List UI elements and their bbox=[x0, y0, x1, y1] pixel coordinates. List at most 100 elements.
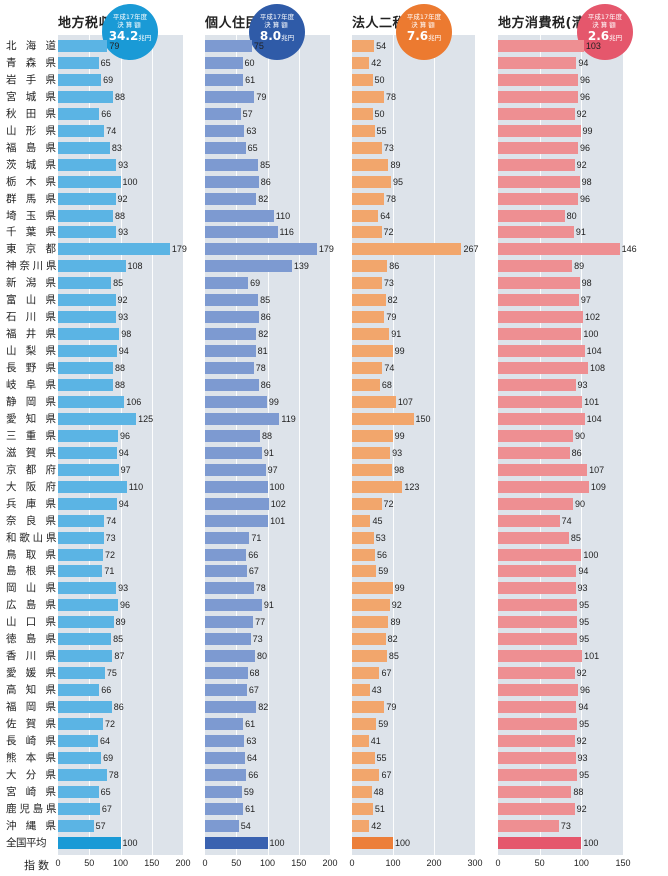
bar-value-label: 82 bbox=[258, 193, 269, 204]
bar-value-label: 63 bbox=[246, 125, 257, 136]
bar bbox=[58, 328, 120, 341]
bar bbox=[498, 226, 574, 239]
bar bbox=[205, 531, 250, 544]
bar-value-label: 79 bbox=[109, 41, 120, 51]
axis-tick-label: 100 bbox=[112, 858, 129, 868]
bar bbox=[58, 514, 105, 527]
bar bbox=[498, 328, 582, 341]
bar-value-label: 119 bbox=[281, 413, 296, 424]
badge-amount-value: 7.6 bbox=[406, 29, 429, 43]
bar-value-label: 93 bbox=[118, 583, 129, 594]
bar bbox=[58, 599, 118, 612]
bar-value-label: 139 bbox=[293, 261, 309, 272]
axis-tick-label: 100 bbox=[573, 858, 589, 868]
bar-value-label: 123 bbox=[404, 481, 420, 492]
axis-tick-label: 100 bbox=[259, 858, 276, 868]
bar bbox=[58, 90, 113, 103]
bar-value-label: 97 bbox=[580, 295, 591, 306]
bar bbox=[498, 446, 570, 459]
category-label: 岐阜県 bbox=[6, 379, 56, 391]
bar bbox=[205, 395, 267, 408]
axis-tick-label: 150 bbox=[144, 858, 160, 868]
bar bbox=[205, 650, 255, 663]
bar-value-label: 101 bbox=[270, 515, 286, 526]
bar bbox=[352, 243, 462, 256]
bar-value-label: 100 bbox=[269, 481, 285, 492]
bar-value-label: 72 bbox=[383, 227, 394, 238]
bar-value-label: 82 bbox=[258, 329, 269, 340]
bar bbox=[352, 582, 393, 595]
bar bbox=[205, 311, 259, 324]
bar-value-label: 71 bbox=[104, 566, 115, 577]
category-label: 広島県 bbox=[6, 599, 56, 612]
bar-value-label: 67 bbox=[381, 668, 392, 679]
bar bbox=[205, 141, 246, 154]
bar-value-label: 63 bbox=[246, 735, 257, 746]
bar bbox=[498, 582, 576, 595]
bar bbox=[205, 718, 244, 730]
bar-value-label: 90 bbox=[575, 430, 586, 441]
bar-value-label: 94 bbox=[118, 447, 129, 458]
bar bbox=[352, 463, 393, 476]
bar-value-label: 78 bbox=[385, 193, 396, 204]
bar-value-label: 92 bbox=[576, 159, 587, 170]
bar bbox=[352, 345, 393, 358]
bar bbox=[205, 412, 280, 425]
bar bbox=[498, 345, 585, 358]
bar-value-label: 43 bbox=[371, 685, 382, 696]
badge-year: 平成17年度 bbox=[587, 13, 623, 21]
bar bbox=[498, 412, 585, 425]
badge-amount: 8.0兆円 bbox=[249, 29, 305, 46]
bar-value-label: 73 bbox=[105, 532, 116, 543]
bar bbox=[352, 633, 386, 646]
bar bbox=[498, 175, 580, 188]
bar bbox=[352, 819, 370, 832]
bar-value-label: 72 bbox=[105, 549, 116, 560]
category-label: 宮崎県 bbox=[6, 785, 56, 798]
axis-tick-label: 50 bbox=[534, 858, 545, 868]
badge-amount-value: 2.6 bbox=[587, 29, 610, 43]
gridline bbox=[393, 35, 394, 855]
bar-value-label: 59 bbox=[378, 719, 389, 729]
bar-value-label: 73 bbox=[252, 634, 263, 645]
bar-value-label: 78 bbox=[255, 583, 266, 594]
bar bbox=[205, 819, 239, 832]
gridline bbox=[151, 35, 153, 855]
category-label: 福島県 bbox=[6, 141, 56, 154]
bar bbox=[58, 192, 116, 205]
bar-value-label: 92 bbox=[576, 668, 587, 679]
gridline bbox=[89, 35, 91, 855]
axis-tick-label: 200 bbox=[322, 858, 338, 868]
bar-value-label: 96 bbox=[580, 74, 591, 85]
bar bbox=[205, 785, 242, 798]
bar-value-label: 97 bbox=[120, 464, 131, 475]
bar-value-label: 48 bbox=[373, 786, 384, 797]
bar bbox=[498, 633, 578, 646]
bar-value-label: 92 bbox=[391, 600, 402, 611]
category-label: 石川県 bbox=[6, 311, 56, 324]
bar-value-label: 67 bbox=[381, 769, 392, 780]
bar-value-label: 95 bbox=[579, 600, 590, 611]
bar-value-label: 82 bbox=[387, 295, 398, 306]
bar bbox=[205, 192, 257, 205]
bar bbox=[205, 582, 254, 595]
bar bbox=[498, 751, 576, 764]
bar bbox=[205, 209, 274, 222]
bar-value-label: 93 bbox=[577, 583, 588, 594]
bar-value-label: 85 bbox=[113, 634, 124, 645]
bar-value-label: 75 bbox=[253, 41, 264, 51]
bar bbox=[58, 548, 103, 561]
bar-value-label: 69 bbox=[250, 278, 261, 289]
x-axis-label: 指数 bbox=[24, 859, 52, 872]
settlement-badge: 平成17年度 決算額 2.6兆円 bbox=[577, 4, 633, 60]
bar bbox=[498, 209, 565, 222]
bar bbox=[58, 141, 110, 154]
bar bbox=[58, 633, 112, 646]
bar bbox=[58, 362, 113, 375]
bar bbox=[352, 209, 379, 222]
axis-tick-label: 200 bbox=[426, 858, 442, 868]
bar-value-label: 57 bbox=[95, 820, 106, 831]
bar bbox=[498, 107, 575, 120]
bar-value-label: 42 bbox=[371, 820, 382, 831]
bar-value-label: 99 bbox=[394, 430, 405, 441]
